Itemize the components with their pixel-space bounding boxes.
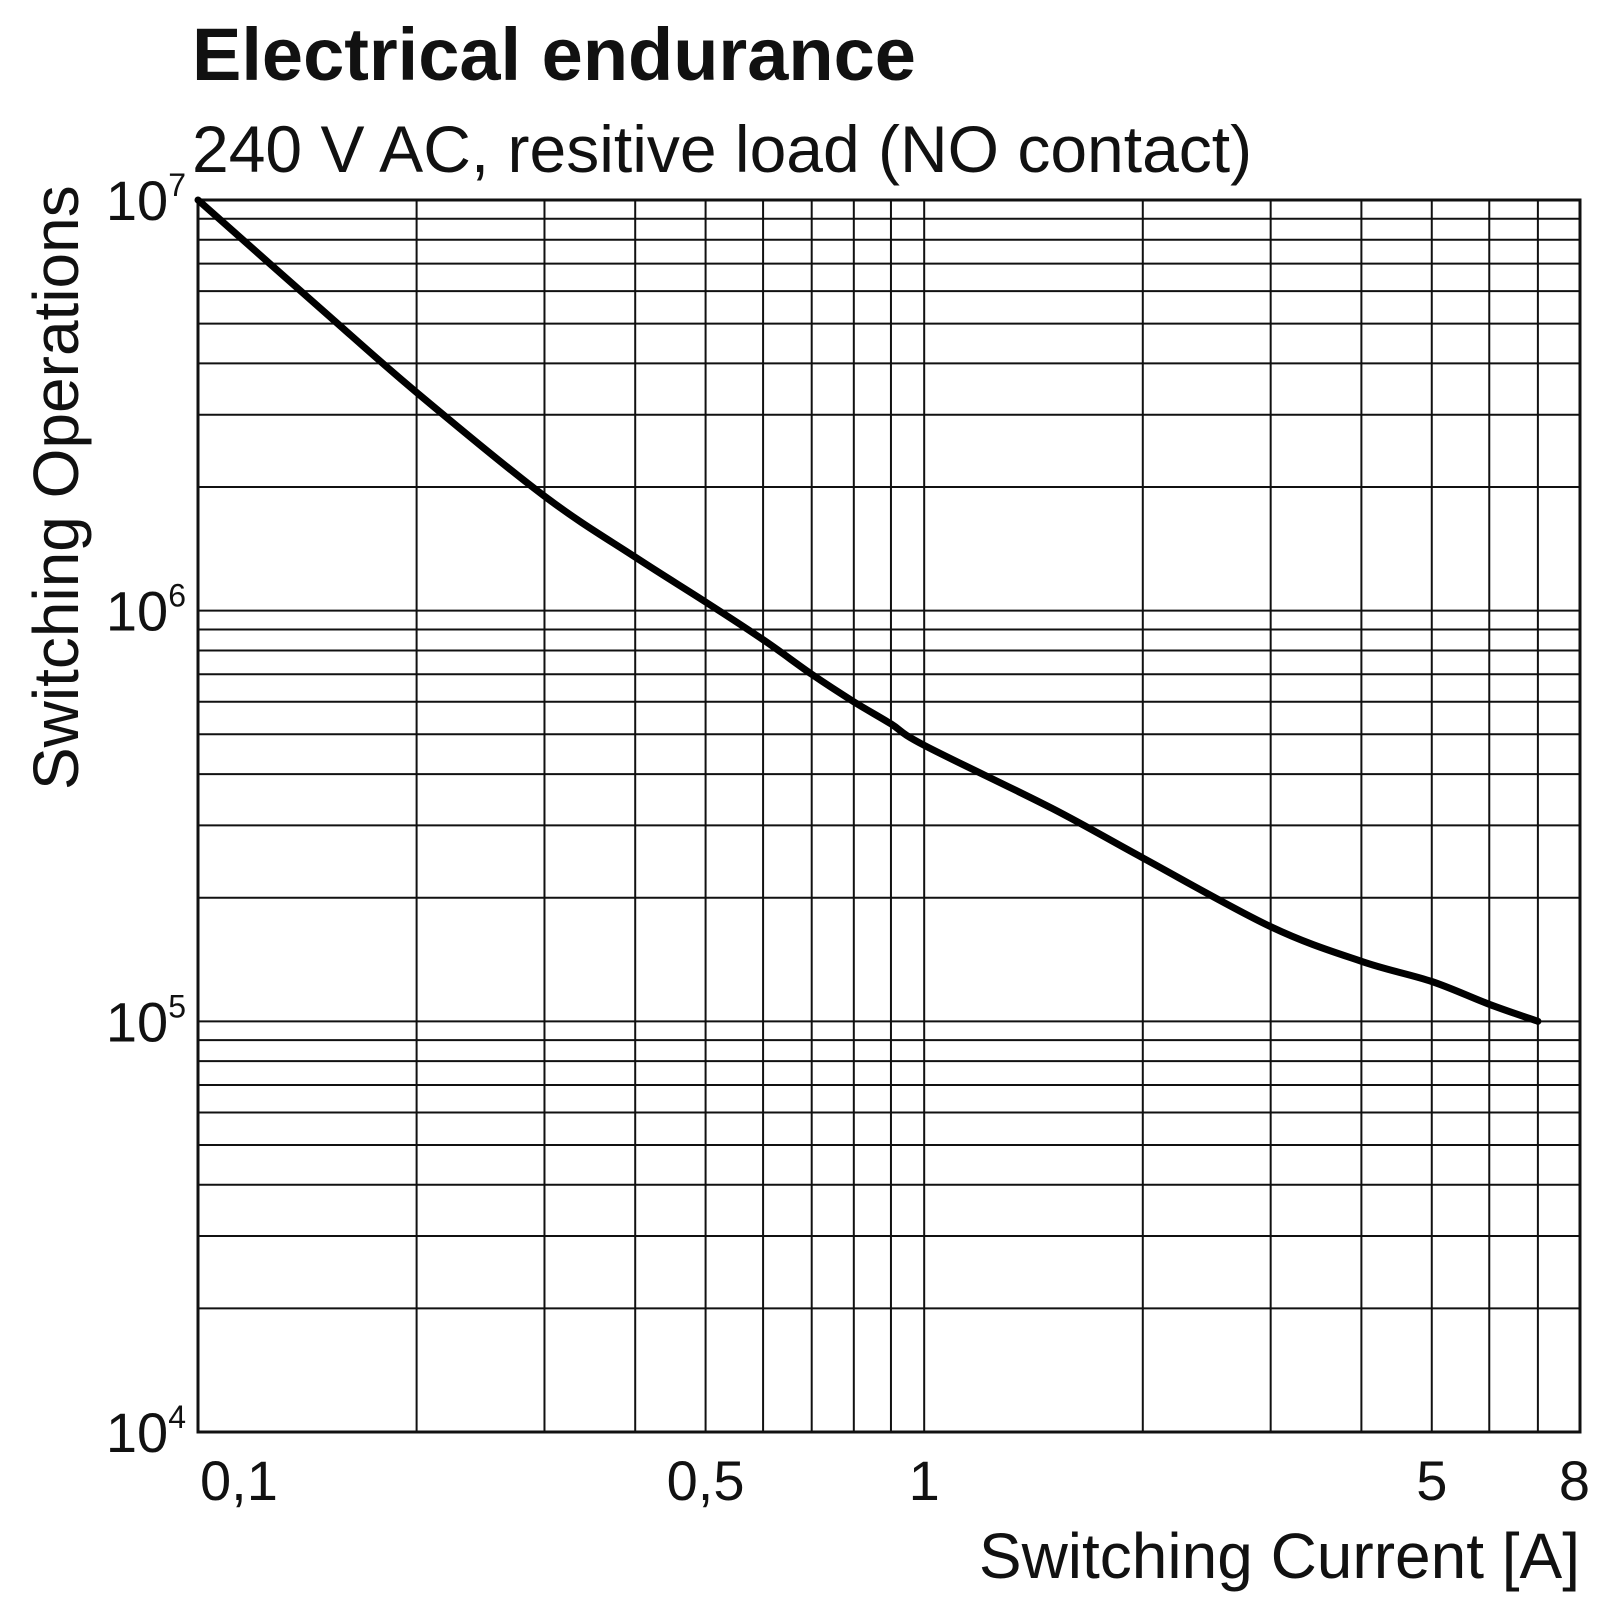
plot-frame	[196, 198, 1582, 1434]
x-tick-labels: 0,1 0,5 1 5 8	[200, 1449, 1590, 1512]
x-tick-label: 5	[1416, 1449, 1447, 1512]
x-tick-label: 8	[1559, 1449, 1590, 1512]
y-axis-label: Switching Operations	[20, 185, 92, 790]
y-tick-label: 105	[106, 988, 186, 1053]
series-group	[194, 196, 1542, 1025]
chart-title: Electrical endurance	[192, 13, 916, 96]
chart-subtitle: 240 V AC, resitive load (NO contact)	[192, 112, 1252, 186]
x-tick-label: 0,5	[667, 1449, 745, 1512]
y-tick-labels: 104 105 106 107	[106, 167, 186, 1464]
x-tick-label: 0,1	[200, 1449, 278, 1512]
y-tick-label: 104	[106, 1399, 186, 1464]
x-tick-label: 1	[909, 1449, 940, 1512]
endurance-curve	[194, 196, 1542, 1025]
x-axis-label: Switching Current [A]	[979, 1520, 1580, 1592]
y-tick-label: 107	[106, 167, 186, 232]
y-tick-label: 106	[106, 578, 186, 643]
